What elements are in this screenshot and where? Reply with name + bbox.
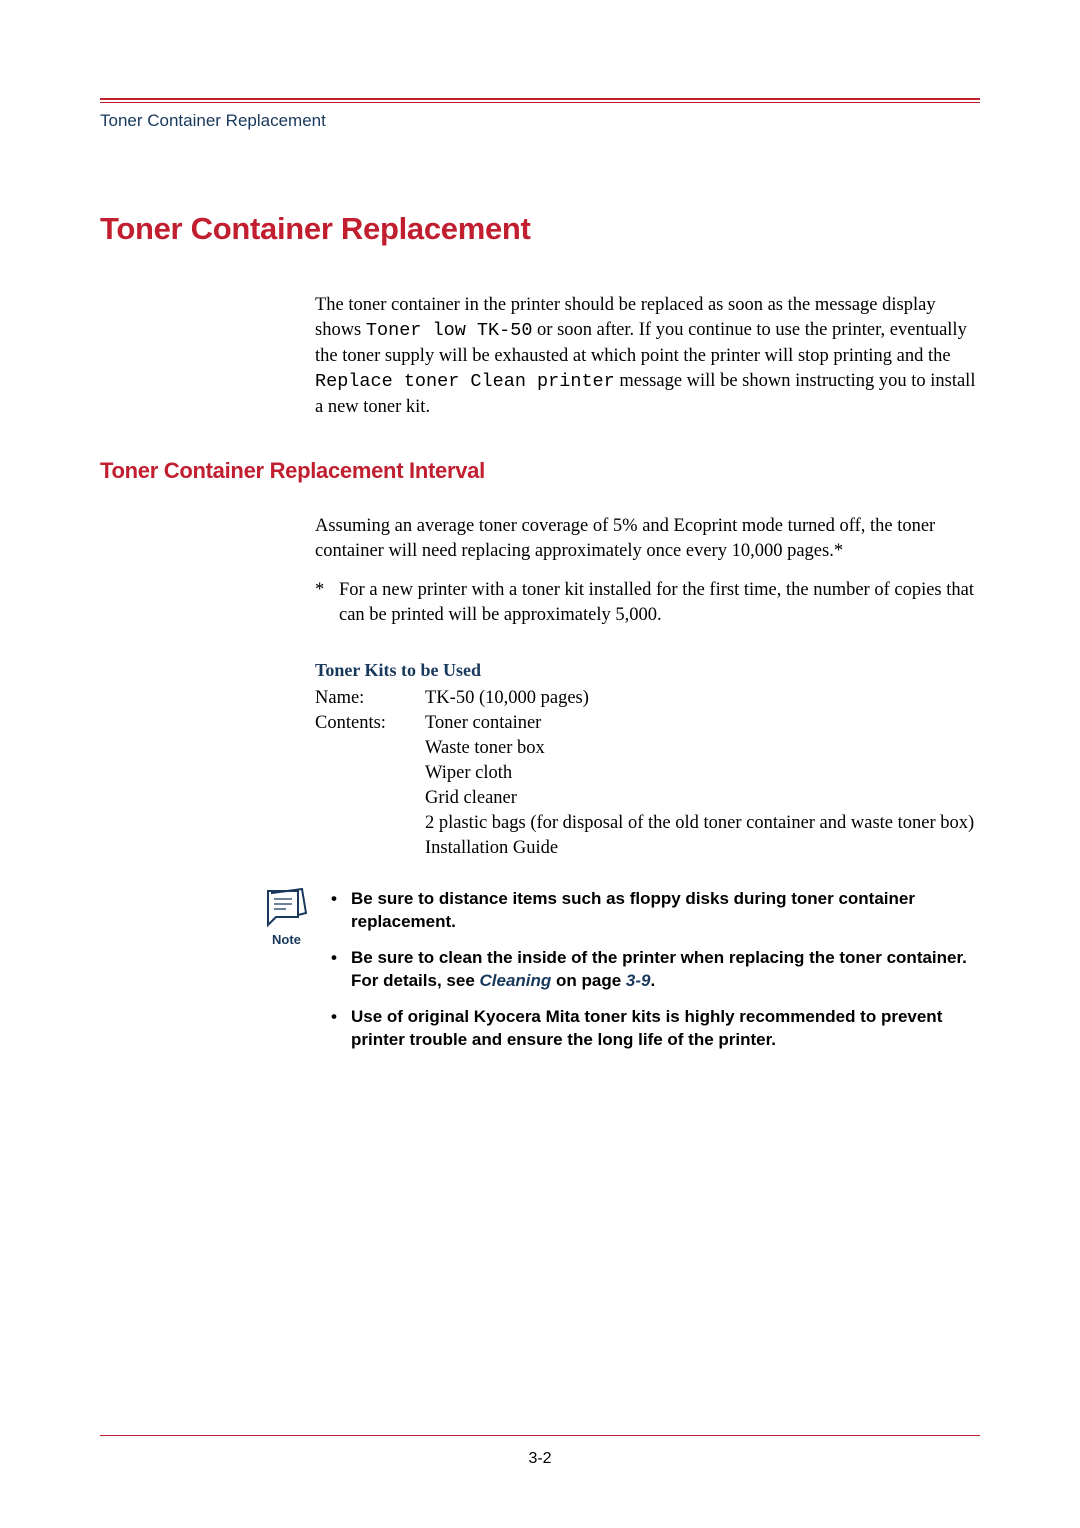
note-bullets: • Be sure to distance items such as flop…: [331, 887, 980, 1064]
kit-name-label: Name:: [315, 686, 425, 711]
interval-paragraph: Assuming an average toner coverage of 5%…: [315, 514, 980, 564]
note-bullet: • Be sure to clean the inside of the pri…: [331, 946, 980, 993]
footnote: * For a new printer with a toner kit ins…: [315, 578, 980, 628]
intro-paragraph: The toner container in the printer shoul…: [315, 293, 980, 420]
interval-block: Assuming an average toner coverage of 5%…: [315, 514, 980, 861]
cleaning-link[interactable]: Cleaning: [480, 971, 552, 990]
footer-rule: [100, 1435, 980, 1436]
footnote-text: For a new printer with a toner kit insta…: [339, 578, 980, 628]
page-ref[interactable]: 3-9: [626, 971, 651, 990]
kit-content-item: Wiper cloth: [425, 761, 980, 786]
kit-content-item: Waste toner box: [425, 736, 980, 761]
kit-contents-label: Contents:: [315, 711, 425, 861]
interval-heading: Toner Container Replacement Interval: [100, 458, 980, 484]
code-replace-toner: Replace toner Clean printer: [315, 371, 615, 392]
footnote-marker: *: [315, 578, 339, 628]
note-bullet-text: Be sure to clean the inside of the print…: [351, 946, 980, 993]
kit-content-item: Grid cleaner: [425, 786, 980, 811]
kit-content-item: Toner container: [425, 711, 980, 736]
page-number: 3-2: [100, 1450, 980, 1468]
kit-name-value: TK-50 (10,000 pages): [425, 686, 980, 711]
kit-row-name: Name: TK-50 (10,000 pages): [315, 686, 980, 711]
page-title: Toner Container Replacement: [100, 211, 980, 247]
note-bullet-text: Be sure to distance items such as floppy…: [351, 887, 980, 934]
bullet-mark: •: [331, 946, 351, 993]
note-icon-block: Note: [258, 887, 315, 1064]
note-bullet: • Use of original Kyocera Mita toner kit…: [331, 1005, 980, 1052]
note-label: Note: [258, 931, 315, 949]
kit-content-item: 2 plastic bags (for disposal of the old …: [425, 811, 980, 836]
kits-table: Name: TK-50 (10,000 pages) Contents: Ton…: [315, 686, 980, 861]
page: Toner Container Replacement Toner Contai…: [0, 0, 1080, 1528]
running-header: Toner Container Replacement: [100, 111, 980, 131]
bullet-mark: •: [331, 1005, 351, 1052]
kit-row-contents: Contents: Toner container Waste toner bo…: [315, 711, 980, 861]
kit-content-item: Installation Guide: [425, 836, 980, 861]
header-rule: [100, 98, 980, 103]
note-bullet: • Be sure to distance items such as flop…: [331, 887, 980, 934]
note-icon: [264, 887, 310, 929]
bullet-mark: •: [331, 887, 351, 934]
kits-heading: Toner Kits to be Used: [315, 658, 980, 682]
code-toner-low: Toner low TK-50: [366, 320, 533, 341]
note-block: Note • Be sure to distance items such as…: [258, 887, 980, 1064]
kit-contents-values: Toner container Waste toner box Wiper cl…: [425, 711, 980, 861]
note-bullet-text: Use of original Kyocera Mita toner kits …: [351, 1005, 980, 1052]
spacer: [100, 1064, 980, 1435]
